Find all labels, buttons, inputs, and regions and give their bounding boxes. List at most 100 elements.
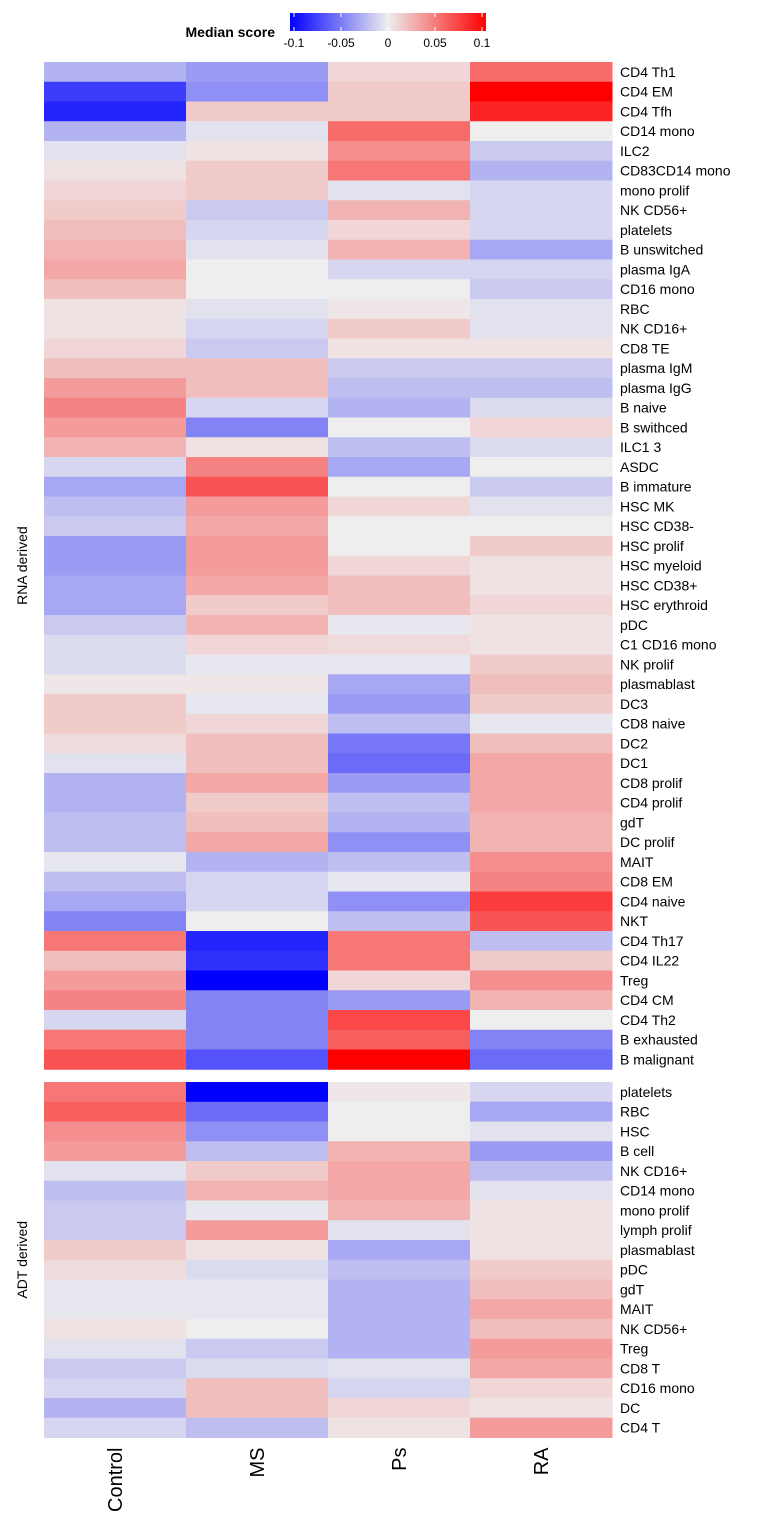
heatmap-cell	[328, 970, 471, 991]
heatmap-cell	[186, 812, 329, 833]
heatmap-cell	[186, 121, 329, 142]
column-labels: Control MS Ps RA	[105, 1447, 553, 1512]
heatmap-cell	[44, 555, 187, 576]
heatmap-cell	[186, 378, 329, 399]
heatmap-cell	[470, 1417, 613, 1438]
heatmap-cell	[186, 437, 329, 458]
heatmap-cell	[44, 81, 187, 102]
heatmap-cell	[186, 792, 329, 813]
heatmap-cell	[470, 634, 613, 655]
heatmap-cell	[44, 62, 187, 83]
heatmap-cell	[328, 832, 471, 853]
heatmap-cell	[186, 476, 329, 497]
heatmap-cell	[470, 180, 613, 201]
heatmap-cell	[186, 1299, 329, 1320]
heatmap-cell	[44, 378, 187, 399]
row-label: pDC	[620, 1262, 648, 1278]
heatmap-cell	[470, 970, 613, 991]
row-label: HSC CD38-	[620, 518, 694, 534]
heatmap-cell	[44, 299, 187, 320]
heatmap-cell	[44, 1378, 187, 1399]
heatmap-cell	[470, 1338, 613, 1359]
heatmap-cell	[44, 121, 187, 142]
row-label: CD8 TE	[620, 340, 670, 356]
heatmap-cell	[470, 1279, 613, 1300]
heatmap-cell	[186, 733, 329, 754]
heatmap-cell	[44, 1358, 187, 1379]
legend-tick-label: -0.05	[327, 36, 355, 50]
row-label: CD83CD14 mono	[620, 163, 731, 179]
column-label: MS	[247, 1448, 269, 1478]
heatmap-cell	[44, 536, 187, 557]
row-label: Treg	[620, 1341, 648, 1357]
heatmap-cell	[186, 180, 329, 201]
heatmap-cell	[470, 279, 613, 300]
heatmap-cell	[44, 516, 187, 537]
heatmap-cell	[44, 397, 187, 418]
row-label: CD4 naive	[620, 893, 686, 909]
heatmap-cell	[328, 160, 471, 181]
heatmap-cell	[470, 417, 613, 438]
heatmap-cell	[470, 990, 613, 1011]
heatmap-cell	[186, 1082, 329, 1103]
heatmap-cell	[470, 1141, 613, 1162]
row-label: B cell	[620, 1143, 654, 1159]
row-label: RBC	[620, 301, 650, 317]
heatmap-cell	[186, 950, 329, 971]
heatmap-cell	[44, 792, 187, 813]
heatmap-cell	[328, 141, 471, 162]
heatmap-cell	[328, 81, 471, 102]
heatmap-cell	[328, 1319, 471, 1340]
heatmap-cell	[470, 674, 613, 695]
heatmap-cell	[186, 1358, 329, 1379]
heatmap-cell	[186, 871, 329, 892]
heatmap-cell	[328, 990, 471, 1011]
row-label: MAIT	[620, 1301, 654, 1317]
heatmap-panel: CD4 Th1 CD4 EM CD4 Tfh CD14 mono ILC2 CD83CD1…	[14, 62, 731, 1070]
heatmap-cell	[44, 654, 187, 675]
heatmap-cell	[470, 1240, 613, 1261]
heatmap-cell	[470, 121, 613, 142]
heatmap-cell	[44, 417, 187, 438]
heatmap-cell	[470, 891, 613, 912]
heatmap-cell	[470, 101, 613, 122]
heatmap-cell	[470, 852, 613, 873]
heatmap-cell	[328, 555, 471, 576]
heatmap-cell	[186, 397, 329, 418]
row-label: B unswitched	[620, 242, 703, 258]
heatmap-cell	[186, 200, 329, 221]
row-label: DC3	[620, 696, 648, 712]
heatmap-cell	[186, 62, 329, 83]
heatmap-cell	[470, 812, 613, 833]
heatmap-cell	[44, 852, 187, 873]
row-label: plasma IgM	[620, 360, 692, 376]
heatmap-cell	[328, 1398, 471, 1419]
heatmap-cell	[328, 773, 471, 794]
heatmap-cell	[328, 1141, 471, 1162]
row-label: CD4 EM	[620, 84, 673, 100]
row-label: DC prolif	[620, 834, 675, 850]
heatmap-cell	[470, 615, 613, 636]
heatmap-cell	[186, 1338, 329, 1359]
color-legend: Median score -0.1 -0.05 0 0.05 0.1	[186, 13, 491, 50]
heatmap-cell	[186, 220, 329, 241]
heatmap-cell	[186, 713, 329, 734]
heatmap-cell	[186, 1049, 329, 1070]
row-label: pDC	[620, 617, 648, 633]
heatmap-cell	[44, 1101, 187, 1122]
heatmap-cell	[470, 457, 613, 478]
heatmap-cell	[470, 911, 613, 932]
heatmap-cell	[44, 200, 187, 221]
heatmap-cell	[470, 733, 613, 754]
heatmap-cell	[470, 555, 613, 576]
heatmap-cell	[44, 1121, 187, 1142]
heatmap-cell	[470, 476, 613, 497]
heatmap-cell	[328, 437, 471, 458]
heatmap-cell	[328, 1200, 471, 1221]
heatmap-cell	[186, 160, 329, 181]
heatmap-cell	[328, 1180, 471, 1201]
heatmap-cell	[44, 141, 187, 162]
heatmap-cell	[328, 1029, 471, 1050]
heatmap-cell	[186, 1378, 329, 1399]
heatmap-cell	[470, 1010, 613, 1031]
